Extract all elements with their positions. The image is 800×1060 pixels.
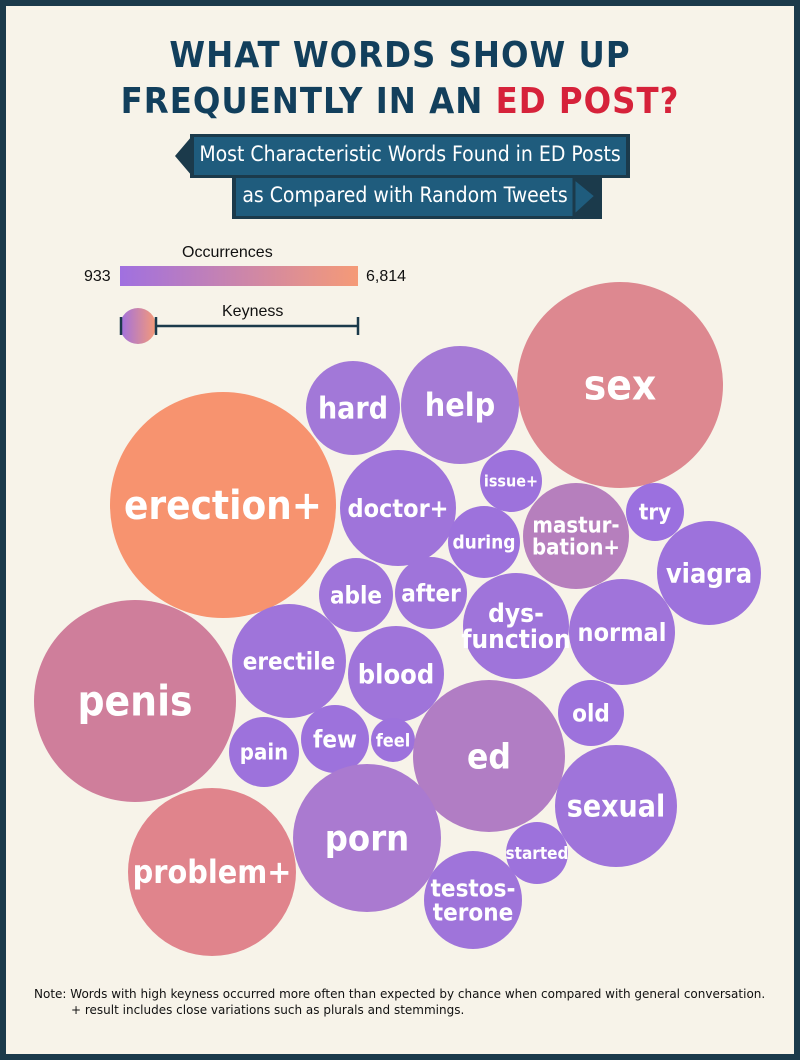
bubble-problem bbox=[128, 788, 296, 956]
bubble-old bbox=[558, 680, 624, 746]
bubble-blood bbox=[348, 626, 444, 722]
bubble-sex bbox=[517, 282, 723, 488]
legend-keyness-scale bbox=[119, 308, 360, 344]
title-accent: ED POST? bbox=[495, 81, 680, 122]
bubble-label-pain: pain bbox=[240, 741, 288, 766]
bubble-label-blood: blood bbox=[358, 659, 434, 690]
subtitle-line-2: as Compared with Random Tweets bbox=[242, 183, 568, 207]
bubble-label-during: during bbox=[452, 532, 515, 554]
bubble-started bbox=[506, 822, 568, 884]
bubble-label-ed: ed bbox=[467, 737, 511, 777]
legend-keyness-label: Keyness bbox=[222, 303, 284, 320]
ribbon-right-tip bbox=[572, 174, 599, 220]
bubble-try bbox=[626, 483, 684, 541]
title-line-2-prefix: FREQUENTLY IN AN bbox=[120, 81, 484, 122]
bubble-label-sexual: sexual bbox=[567, 790, 665, 825]
bubble-doctor bbox=[340, 450, 456, 566]
bubble-help bbox=[401, 346, 519, 464]
bubble-label-issue: issue+ bbox=[484, 472, 538, 491]
bubble-label-problem: problem+ bbox=[133, 853, 292, 891]
bubble-masturbation bbox=[523, 483, 629, 589]
bubble-label-help: help bbox=[425, 386, 496, 424]
bubble-ed bbox=[413, 680, 565, 832]
bubble-porn bbox=[293, 764, 441, 912]
legend-keyness-circle bbox=[120, 308, 156, 344]
bubble-label-sex: sex bbox=[584, 361, 657, 410]
bubble-penis bbox=[34, 600, 236, 802]
bubble-few bbox=[301, 705, 369, 773]
bubble-issue bbox=[480, 450, 542, 512]
bubble-label-doctor: doctor+ bbox=[347, 494, 448, 523]
bubble-hard bbox=[306, 361, 400, 455]
legend-max: 6,814 bbox=[366, 268, 407, 285]
bubble-label-dysfunction: dys-function bbox=[461, 599, 570, 655]
bubble-label-erectile: erectile bbox=[243, 647, 336, 675]
bubble-label-after: after bbox=[401, 579, 461, 607]
ribbon-graphic bbox=[175, 134, 630, 220]
bubble-viagra bbox=[657, 521, 761, 625]
bubble-normal bbox=[569, 579, 675, 685]
title-line-1: WHAT WORDS SHOW UP bbox=[169, 35, 631, 76]
bubble-label-few: few bbox=[313, 725, 357, 753]
legend-color-gradient bbox=[120, 266, 358, 286]
bubble-label-viagra: viagra bbox=[666, 558, 752, 589]
bubble-label-try: try bbox=[639, 501, 671, 526]
bubble-sexual bbox=[555, 745, 677, 867]
bubble-label-started: started bbox=[506, 844, 569, 864]
bubble-able bbox=[319, 558, 393, 632]
bubble-testosterone bbox=[424, 851, 522, 949]
bubble-label-feel: feel bbox=[376, 730, 411, 751]
ribbon-left-tip bbox=[175, 136, 192, 176]
legend-min: 933 bbox=[84, 268, 111, 285]
note-line-2: + result includes close variations such … bbox=[71, 1003, 465, 1017]
bubble-label-porn: porn bbox=[325, 819, 409, 860]
bubble-label-able: able bbox=[330, 581, 382, 609]
title-line-2: FREQUENTLY IN AN ED POST? bbox=[0, 80, 800, 124]
bubble-during bbox=[448, 506, 520, 578]
bubble-erectile bbox=[232, 604, 346, 718]
note-label: Note: bbox=[34, 987, 67, 1001]
bubble-feel bbox=[371, 718, 415, 762]
bubble-chart: sex erection+ penis problem+ help hard doctor+… bbox=[34, 282, 761, 956]
bubble-dysfunction bbox=[463, 573, 569, 679]
bubble-label-testosterone: testos-terone bbox=[431, 874, 516, 926]
bubble-label-masturbation: mastur-bation+ bbox=[532, 514, 620, 561]
bubble-label-hard: hard bbox=[318, 392, 388, 427]
ribbon-bottom-body bbox=[236, 178, 574, 216]
note-line-1: Words with high keyness occurred more of… bbox=[70, 987, 766, 1001]
legend-occurrences-label: Occurrences bbox=[182, 244, 273, 261]
bubble-label-old: old bbox=[572, 699, 610, 727]
ribbon-top-body bbox=[194, 137, 626, 175]
note: Note: Words with high keyness occurred m… bbox=[34, 986, 765, 1018]
bubble-pain bbox=[229, 717, 299, 787]
subtitle-line-1: Most Characteristic Words Found in ED Po… bbox=[199, 142, 621, 166]
bubble-after bbox=[395, 557, 467, 629]
bubble-label-normal: normal bbox=[578, 618, 667, 647]
bubble-erection bbox=[110, 392, 336, 618]
bubble-label-erection: erection+ bbox=[124, 483, 322, 529]
bubble-label-penis: penis bbox=[77, 677, 192, 726]
